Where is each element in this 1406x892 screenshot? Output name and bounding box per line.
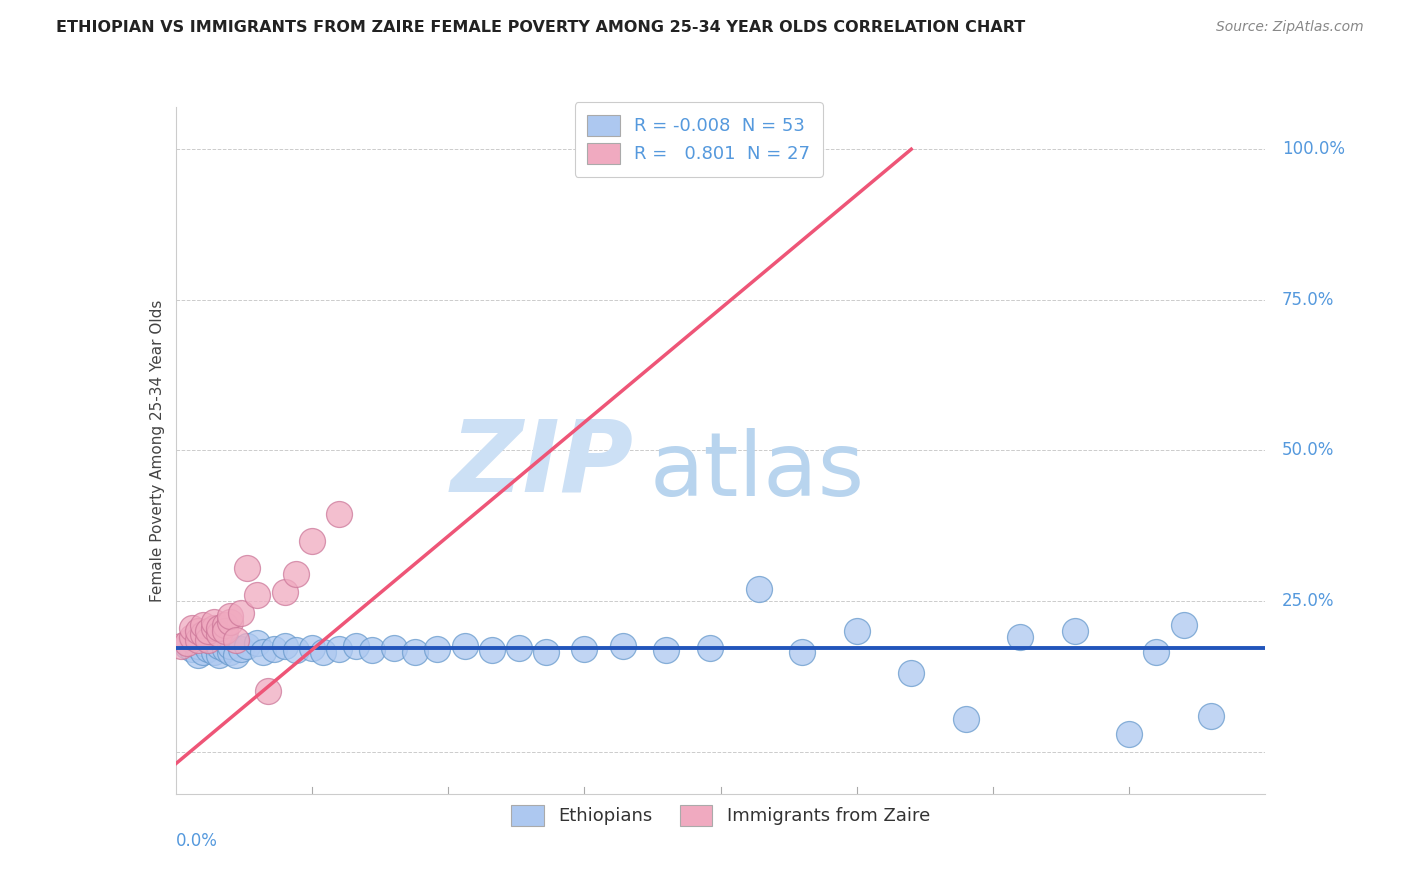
Point: [186, 640, 209, 654]
Text: 50.0%: 50.0%: [1282, 442, 1334, 459]
Point: [208, 627, 231, 641]
Point: [955, 712, 977, 726]
Point: [191, 645, 214, 659]
Point: [508, 641, 530, 656]
Point: [197, 633, 219, 648]
Point: [1118, 726, 1140, 740]
Text: 25.0%: 25.0%: [1282, 592, 1334, 610]
Point: [202, 615, 225, 630]
Point: [191, 636, 214, 650]
Point: [219, 615, 242, 630]
Point: [231, 606, 253, 620]
Point: [170, 640, 193, 654]
Point: [534, 645, 557, 659]
Point: [900, 666, 922, 681]
Point: [246, 588, 269, 602]
Text: ZIP: ZIP: [450, 416, 633, 513]
Point: [274, 640, 297, 654]
Point: [181, 630, 204, 644]
Text: ETHIOPIAN VS IMMIGRANTS FROM ZAIRE FEMALE POVERTY AMONG 25-34 YEAR OLDS CORRELAT: ETHIOPIAN VS IMMIGRANTS FROM ZAIRE FEMAL…: [56, 20, 1025, 35]
Point: [202, 621, 225, 635]
Point: [655, 643, 678, 657]
Text: 100.0%: 100.0%: [1282, 140, 1344, 158]
Point: [219, 645, 242, 659]
Point: [235, 640, 257, 654]
Text: 0.0%: 0.0%: [176, 831, 218, 850]
Point: [328, 507, 350, 521]
Point: [481, 643, 503, 657]
Point: [284, 643, 307, 657]
Point: [181, 633, 204, 648]
Point: [202, 645, 225, 659]
Point: [748, 582, 770, 596]
Point: [792, 645, 814, 659]
Point: [197, 642, 219, 657]
Point: [231, 642, 253, 657]
Point: [405, 645, 427, 659]
Point: [186, 633, 209, 648]
Point: [219, 640, 242, 654]
Point: [284, 566, 307, 581]
Point: [214, 642, 236, 657]
Point: [360, 643, 382, 657]
Point: [208, 640, 231, 654]
Point: [252, 645, 274, 659]
Point: [328, 642, 350, 657]
Point: [191, 618, 214, 632]
Text: Source: ZipAtlas.com: Source: ZipAtlas.com: [1216, 20, 1364, 34]
Point: [219, 609, 242, 624]
Point: [274, 585, 297, 599]
Text: atlas: atlas: [650, 427, 865, 515]
Point: [225, 633, 247, 648]
Point: [699, 641, 721, 656]
Point: [263, 642, 285, 657]
Point: [344, 640, 367, 654]
Point: [1144, 645, 1167, 659]
Point: [257, 684, 280, 698]
Point: [1063, 624, 1085, 639]
Point: [214, 633, 236, 648]
Point: [214, 618, 236, 632]
Point: [453, 640, 475, 654]
Point: [382, 641, 405, 656]
Legend: Ethiopians, Immigrants from Zaire: Ethiopians, Immigrants from Zaire: [501, 794, 941, 837]
Point: [845, 624, 868, 639]
Point: [208, 621, 231, 635]
Point: [246, 636, 269, 650]
Point: [186, 630, 209, 644]
Point: [1199, 708, 1222, 723]
Point: [612, 640, 634, 654]
Point: [197, 633, 219, 648]
Point: [186, 648, 209, 663]
Point: [1173, 618, 1195, 632]
Text: 75.0%: 75.0%: [1282, 291, 1334, 309]
Y-axis label: Female Poverty Among 25-34 Year Olds: Female Poverty Among 25-34 Year Olds: [149, 300, 165, 601]
Point: [176, 640, 198, 654]
Point: [202, 636, 225, 650]
Point: [191, 627, 214, 641]
Point: [1010, 630, 1032, 644]
Point: [235, 561, 257, 575]
Point: [176, 636, 198, 650]
Point: [181, 621, 204, 635]
Point: [208, 648, 231, 663]
Point: [214, 624, 236, 639]
Point: [181, 642, 204, 657]
Point: [186, 624, 209, 639]
Point: [301, 533, 323, 548]
Point: [312, 645, 335, 659]
Point: [197, 624, 219, 639]
Point: [225, 648, 247, 663]
Point: [574, 642, 596, 657]
Point: [301, 641, 323, 656]
Point: [426, 642, 449, 657]
